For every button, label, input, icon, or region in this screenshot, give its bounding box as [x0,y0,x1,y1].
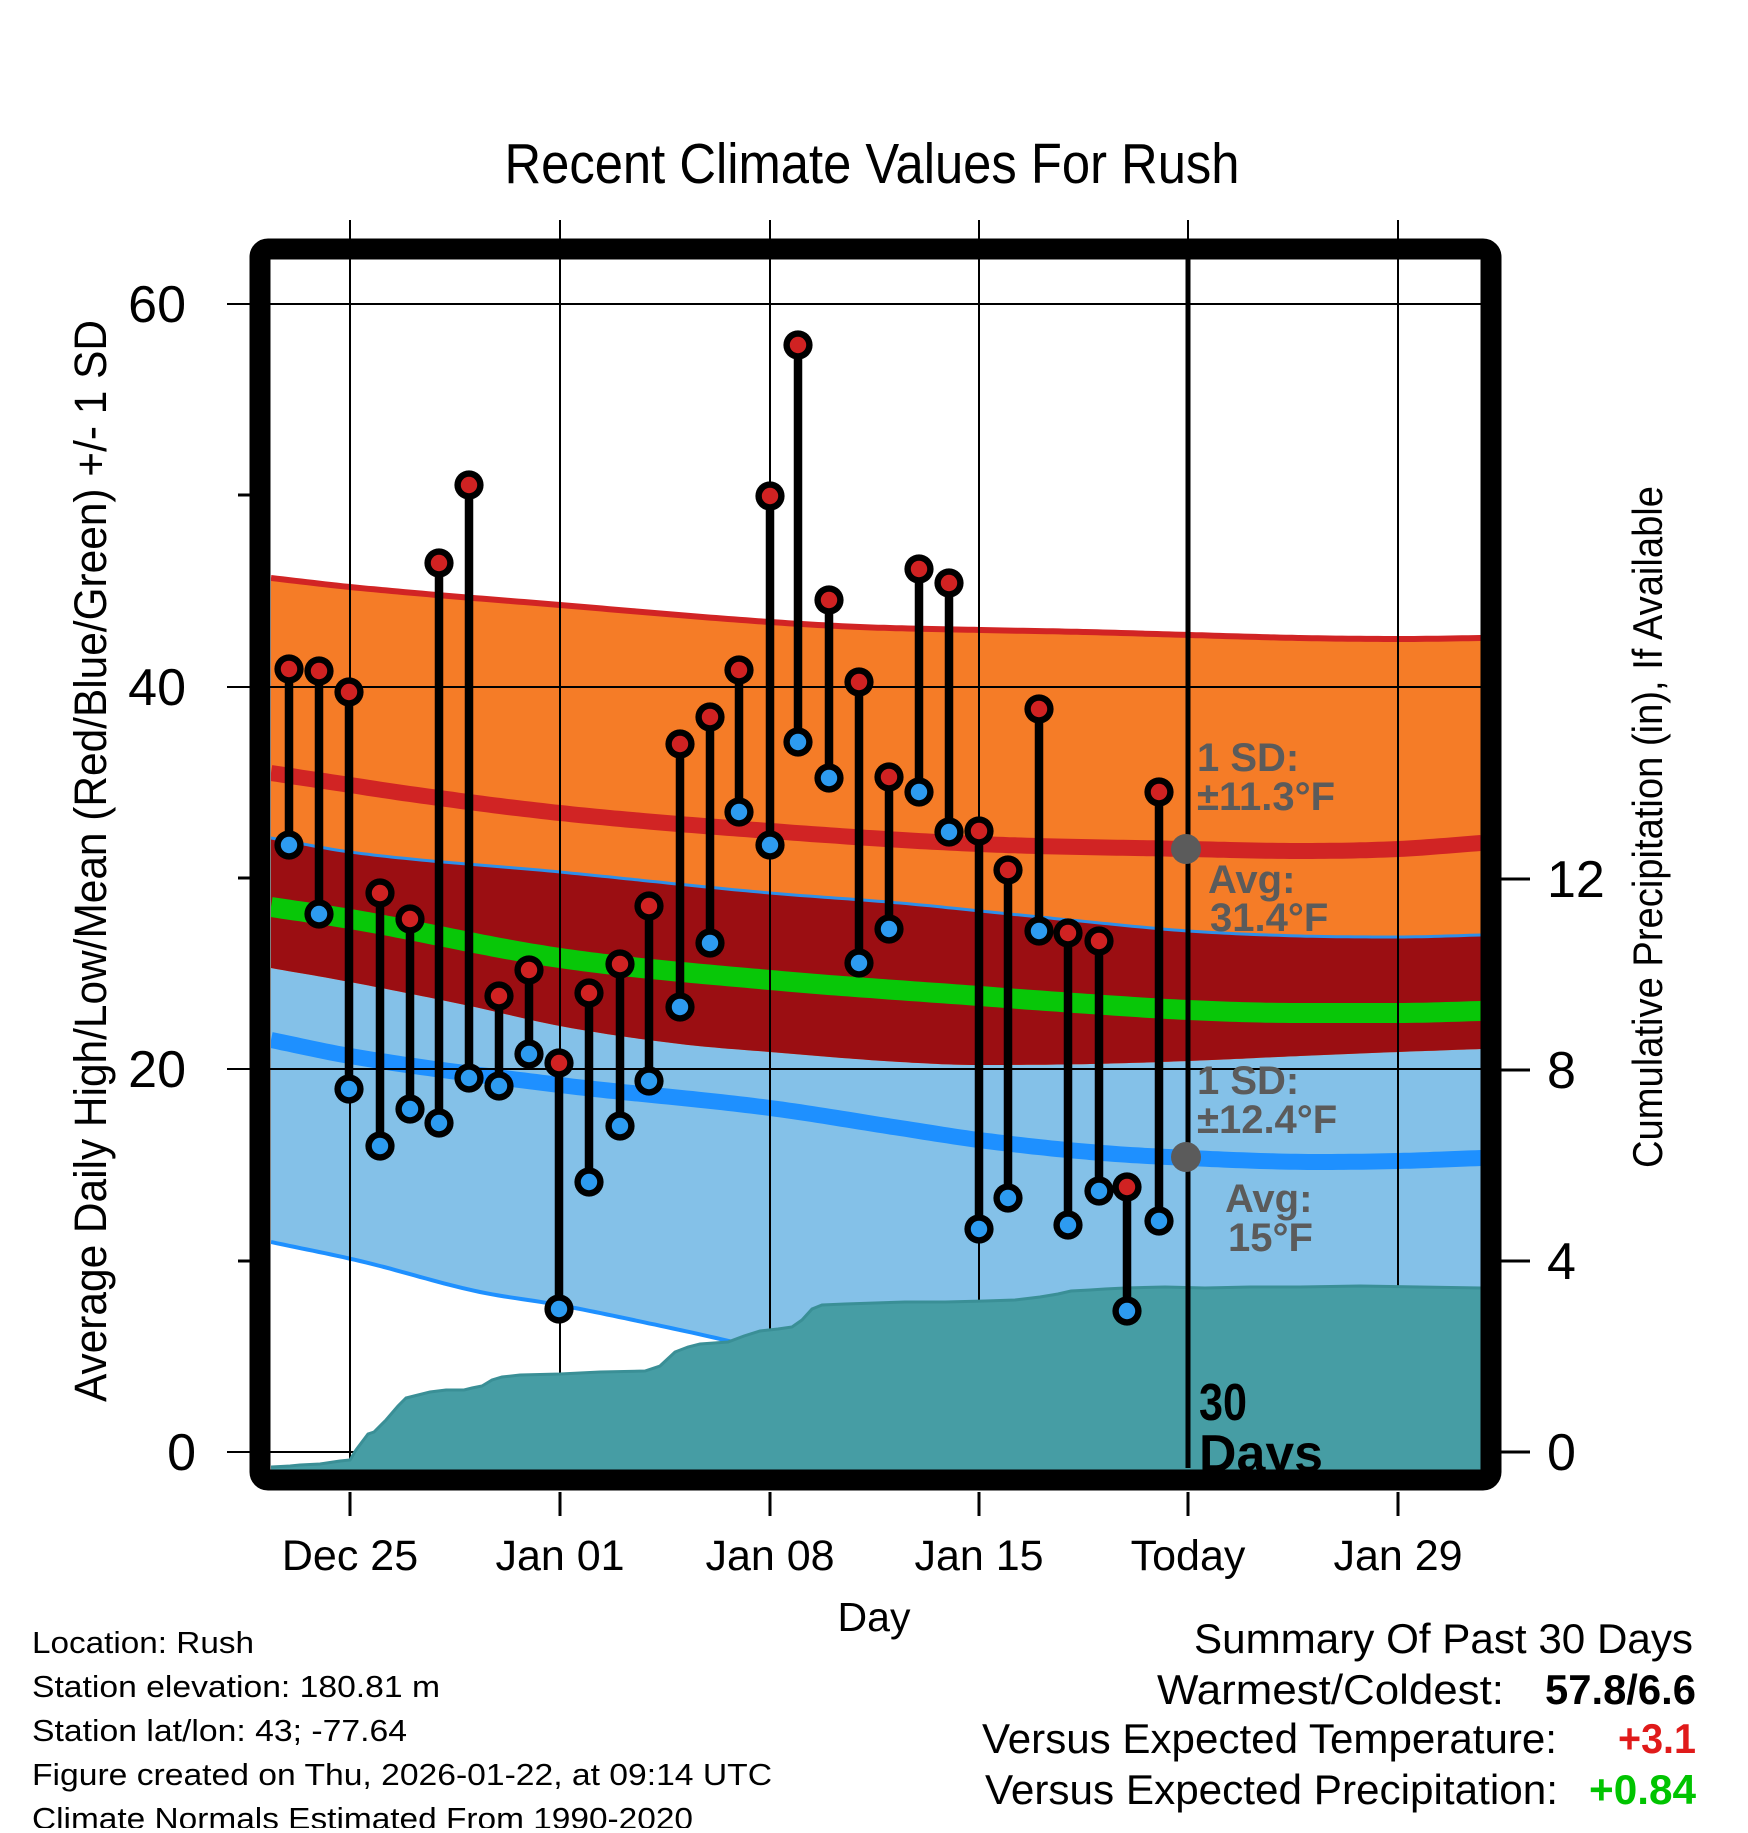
svg-text:Jan 01: Jan 01 [495,1532,624,1580]
svg-text:60: 60 [128,276,186,334]
svg-text:12: 12 [1547,851,1605,909]
svg-text:Figure created on Thu, 2026-01: Figure created on Thu, 2026-01-22, at 09… [32,1757,772,1792]
svg-text:+0.84: +0.84 [1589,1766,1697,1813]
svg-text:Recent Climate Values For Rush: Recent Climate Values For Rush [505,132,1240,196]
svg-text:Jan 29: Jan 29 [1333,1532,1462,1580]
svg-text:Cumulative Precipitation (in),: Cumulative Precipitation (in), If Availa… [1624,486,1671,1168]
svg-text:Jan 15: Jan 15 [914,1532,1043,1580]
svg-text:20: 20 [128,1041,186,1099]
svg-text:±11.3°F: ±11.3°F [1197,775,1335,819]
svg-text:Avg:: Avg: [1208,858,1295,902]
svg-text:Versus Expected Precipitation:: Versus Expected Precipitation: [985,1766,1558,1813]
svg-text:0: 0 [1547,1424,1576,1482]
svg-text:Summary Of Past 30 Days: Summary Of Past 30 Days [1194,1615,1693,1662]
svg-text:+3.1: +3.1 [1618,1715,1696,1762]
svg-text:31.4°F: 31.4°F [1210,896,1328,940]
svg-text:Versus Expected Temperature:: Versus Expected Temperature: [982,1715,1557,1762]
svg-text:Dec 25: Dec 25 [282,1532,418,1580]
svg-text:±12.4°F: ±12.4°F [1197,1098,1337,1142]
svg-text:15°F: 15°F [1228,1216,1313,1260]
svg-text:Station lat/lon: 43; -77.64: Station lat/lon: 43; -77.64 [32,1713,407,1748]
svg-text:Station elevation: 180.81 m: Station elevation: 180.81 m [32,1669,440,1704]
svg-text:Warmest/Coldest:: Warmest/Coldest: [1157,1666,1504,1713]
svg-text:57.8/6.6: 57.8/6.6 [1545,1666,1696,1713]
svg-text:40: 40 [128,659,186,717]
svg-text:Location: Rush: Location: Rush [32,1625,254,1660]
svg-text:1 SD:: 1 SD: [1197,1059,1299,1103]
svg-text:4: 4 [1547,1233,1576,1291]
svg-text:Days: Days [1199,1425,1323,1483]
svg-text:8: 8 [1547,1042,1576,1100]
svg-text:Average Daily High/Low/Mean (R: Average Daily High/Low/Mean (Red/Blue/Gr… [65,320,116,1402]
svg-text:Jan 08: Jan 08 [705,1532,834,1580]
svg-text:Day: Day [838,1594,911,1640]
svg-text:Avg:: Avg: [1225,1177,1312,1221]
svg-text:0: 0 [167,1424,196,1482]
svg-text:Today: Today [1131,1532,1246,1580]
svg-text:1 SD:: 1 SD: [1197,736,1299,780]
svg-text:Climate Normals Estimated From: Climate Normals Estimated From 1990-2020 [32,1801,693,1828]
svg-text:30: 30 [1199,1374,1247,1432]
